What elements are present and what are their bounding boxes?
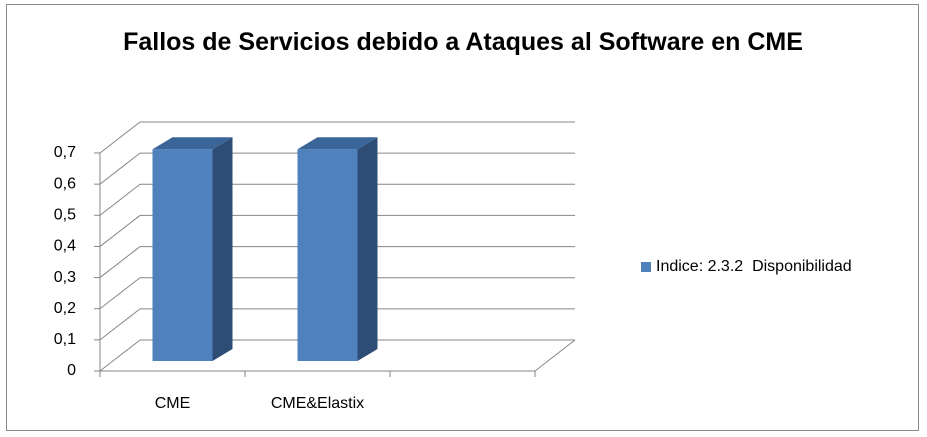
bar-front [152, 149, 213, 361]
x-tick-label: CME&Elastix [271, 395, 364, 412]
y-tick-label: 0,7 [54, 144, 76, 161]
y-tick-label: 0 [67, 362, 76, 379]
axis-line [534, 339, 576, 372]
bar-side [357, 137, 378, 361]
grid-line [99, 339, 141, 372]
y-tick-label: 0,3 [54, 269, 76, 286]
grid-line [99, 277, 141, 310]
y-tick-label: 0,6 [54, 175, 76, 192]
y-tick-label: 0,2 [54, 300, 76, 317]
grid-line [99, 152, 141, 185]
grid-line [99, 121, 141, 154]
bar-top [152, 137, 233, 150]
y-tick-label: 0,5 [54, 207, 76, 224]
bar-front [297, 149, 358, 361]
grid-line [99, 308, 141, 341]
x-tick-label: CME [155, 395, 191, 412]
y-tick-label: 0,1 [54, 331, 76, 348]
grid-line [99, 246, 141, 278]
bar-side [212, 137, 233, 361]
grid-line [99, 183, 141, 216]
legend-swatch [641, 262, 651, 272]
chart-frame [6, 4, 919, 431]
legend-label: Indice: 2.3.2 Disponibilidad [656, 258, 852, 275]
chart-title: Fallos de Servicios debido a Ataques al … [123, 28, 803, 56]
grid-line [99, 215, 141, 247]
bar-top [297, 137, 378, 150]
y-tick-label: 0,4 [54, 238, 76, 255]
